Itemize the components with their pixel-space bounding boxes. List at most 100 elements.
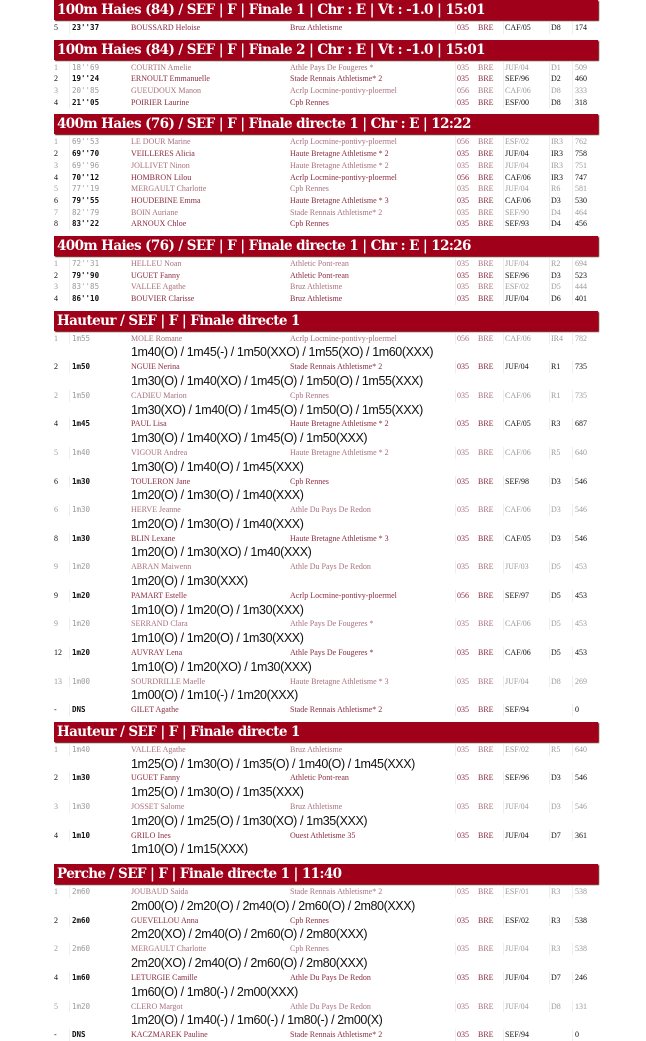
region-cell: BRE (478, 172, 494, 182)
club-name: Stade Rennais Athletisme* 2 (290, 207, 383, 217)
department-cell: 035 (455, 269, 469, 282)
department-cell: 035 (455, 971, 469, 984)
category-cell: JUF/03 (503, 561, 529, 574)
department-cell: 035 (455, 647, 469, 659)
department-cell: 035 (455, 743, 469, 756)
level-cell: D6 (549, 293, 561, 305)
category-cell: JUF/04 (503, 257, 529, 270)
attempts-line: 2m00(O) / 2m20(O) / 2m40(O) / 2m60(O) / … (131, 898, 415, 913)
athlete-name: SOURDRILLE Maelle (131, 676, 205, 686)
rank-cell: 1 (54, 258, 58, 268)
rank-cell: 6 (54, 195, 58, 205)
department-cell: 056 (455, 136, 469, 149)
level-cell: D3 (549, 475, 561, 488)
category-cell: JUF/04 (503, 801, 529, 813)
level-cell: IR4 (549, 332, 563, 345)
performance-cell: 79''90 (69, 269, 99, 282)
region-cell: BRE (478, 773, 494, 783)
attempts-line: 1m60(O) / 1m80(-) / 2m00(XXX) (131, 984, 298, 999)
result-row: 2 2m60 MERGAULT Charlotte Cpb Rennes 035 BRE J… (54, 943, 598, 956)
level-cell: D3 (549, 504, 561, 516)
performance-cell: 1m30 (69, 504, 90, 516)
department-cell: 035 (455, 61, 469, 74)
club-name: Athle Pays De Fougeres * (290, 62, 374, 72)
level-cell: R3 (549, 914, 561, 927)
category-cell: SEF/90 (503, 206, 530, 219)
athlete-name: LE DOUR Marine (131, 137, 191, 147)
department-cell: 035 (455, 148, 469, 160)
region-cell: BRE (478, 944, 494, 954)
level-cell: R1 (549, 361, 561, 373)
club-name: Athletic Pont-rean (290, 270, 349, 280)
result-row: 1 2m60 JOUBAUD Saida Stade Rennais Athletis… (54, 886, 598, 898)
department-cell: 035 (455, 293, 469, 305)
level-cell: D7 (549, 829, 561, 842)
region-cell: BRE (478, 207, 494, 217)
result-row: 3 20''85 GUEUDOUX Manon Acrlp Locmine-ponti… (54, 85, 598, 97)
club-name: Stade Rennais Athletisme* 2 (290, 1030, 383, 1040)
athlete-name: CADIEU Marion (131, 390, 187, 400)
category-cell: JUF/04 (503, 159, 529, 172)
athlete-name: AUVRAY Lena (131, 648, 183, 658)
athlete-name: COURTIN Amelie (131, 62, 192, 72)
performance-cell: 72''31 (69, 257, 99, 270)
category-cell: SEF/94 (503, 1029, 530, 1041)
level-cell: R3 (549, 943, 561, 956)
department-cell: 035 (455, 704, 469, 716)
attempts-line: 1m30(XO) / 1m40(O) / 1m45(O) / 1m50(O) /… (131, 402, 423, 417)
athlete-name: ABRAN Maiwenn (131, 562, 192, 572)
level-cell: D3 (549, 772, 561, 785)
athlete-name: SERRAND Clara (131, 619, 188, 629)
points-cell: 269 (572, 675, 587, 688)
club-name: Acrlp Locmine-pontivy-ploermel (290, 172, 397, 182)
level-cell: IR3 (549, 136, 563, 149)
rank-cell: 12 (54, 648, 62, 658)
points-cell: 694 (572, 257, 587, 270)
points-cell: 640 (572, 447, 587, 459)
attempts-line: 2m20(XO) / 2m40(O) / 2m60(O) / 2m80(XXX) (131, 927, 368, 942)
level-cell: D1 (549, 61, 561, 74)
performance-cell: 21''05 (69, 96, 99, 109)
club-name: Athletic Pont-rean (290, 258, 349, 268)
club-name: Stade Rennais Athletisme* 2 (290, 887, 383, 897)
points-cell: 523 (572, 269, 587, 282)
rank-cell: 4 (54, 97, 58, 107)
result-row: 2 1m50 CADIEU Marion Cpb Rennes 035 BRE CAF/06… (54, 389, 598, 402)
points-cell: 762 (572, 136, 587, 149)
attempts-line: 1m20(O) / 1m40(-) / 1m60(-) / 1m80(-) / … (131, 1013, 383, 1028)
club-name: Athle Du Pays De Redon (290, 1001, 371, 1011)
rank-cell: 4 (54, 419, 58, 429)
category-cell: ESF/02 (503, 743, 530, 756)
result-row: 4 70''12 HOMBRON Lilou Acrlp Locmine-pontiv… (54, 171, 598, 184)
region-cell: BRE (478, 676, 494, 686)
athlete-name: PAMART Estelle (131, 590, 187, 600)
performance-cell: 1m45 (69, 418, 90, 431)
attempts-line: 1m20(O) / 1m30(XXX) (131, 574, 248, 588)
performance-cell: 1m20 (69, 647, 90, 659)
club-name: Cpb Rennes (290, 915, 329, 925)
attempts-line: 1m25(O) / 1m30(O) / 1m35(XXX) (131, 785, 304, 800)
event-results: 1 2m60 JOUBAUD Saida Stade Rennais Athletis… (54, 884, 598, 1041)
level-cell: D7 (549, 971, 561, 984)
performance-cell: 1m20 (69, 589, 90, 602)
points-cell: 0 (572, 1029, 579, 1041)
category-cell: CAF/06 (503, 504, 531, 516)
region-cell: BRE (478, 705, 494, 715)
region-cell: BRE (478, 333, 494, 343)
category-cell: SEF/94 (503, 704, 530, 716)
points-cell: 333 (572, 85, 587, 97)
level-cell: D5 (549, 647, 561, 659)
performance-cell: 86''10 (69, 293, 99, 305)
performance-cell: 20''85 (69, 85, 99, 97)
department-cell: 056 (455, 85, 469, 97)
points-cell: 444 (572, 281, 587, 294)
performance-cell: 79''55 (69, 194, 99, 207)
department-cell: 035 (455, 772, 469, 785)
rank-cell: 1 (54, 62, 58, 72)
event-results: 1 1m40 VALLEE Agathe Bruz Athletisme 035 BRE E… (54, 742, 598, 858)
region-cell: BRE (478, 219, 494, 229)
category-cell: CAF/06 (503, 85, 531, 97)
points-cell: 546 (572, 504, 587, 516)
category-cell: JUF/04 (503, 971, 529, 984)
department-cell: 035 (455, 361, 469, 373)
